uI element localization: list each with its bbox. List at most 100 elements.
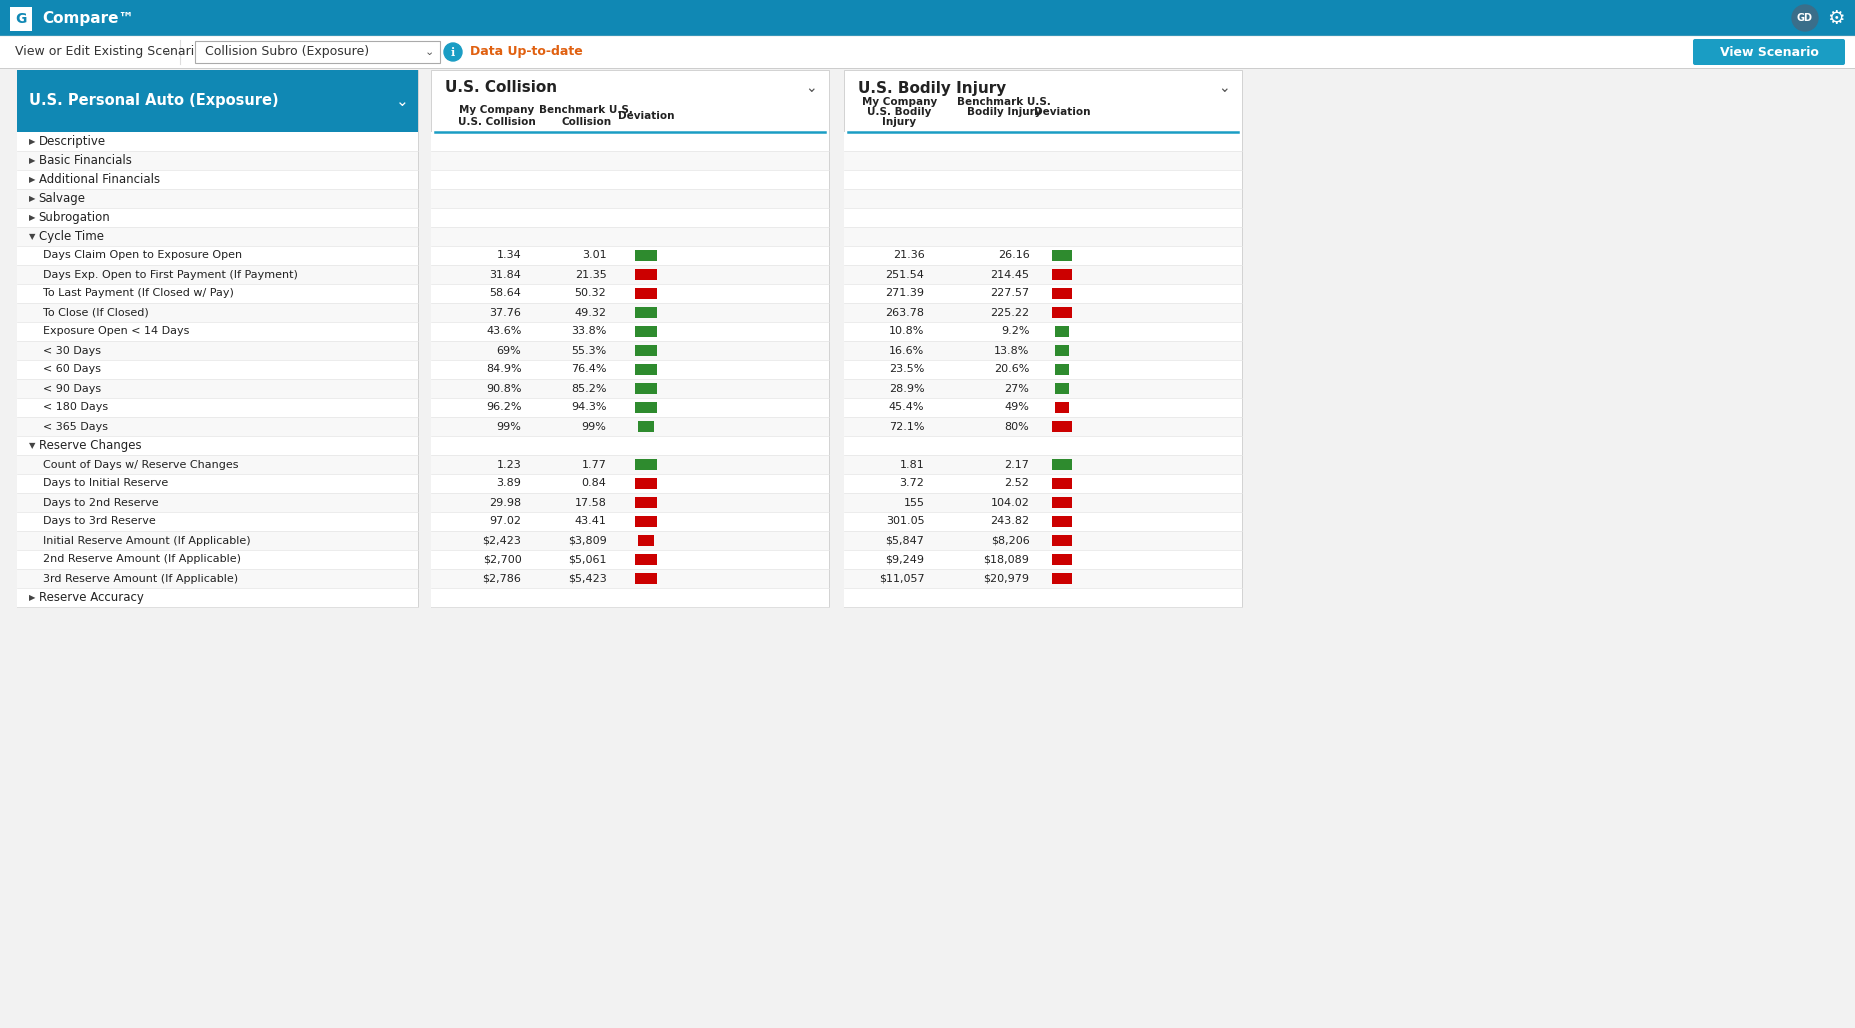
Text: Bodily Injury: Bodily Injury bbox=[966, 107, 1041, 117]
Bar bbox=[17, 208, 417, 227]
Text: 85.2%: 85.2% bbox=[571, 383, 607, 394]
Bar bbox=[844, 227, 1241, 246]
Text: Deviation: Deviation bbox=[618, 111, 673, 121]
Text: 23.5%: 23.5% bbox=[889, 365, 924, 374]
Text: Reserve Changes: Reserve Changes bbox=[39, 439, 141, 452]
Bar bbox=[1052, 516, 1072, 526]
Text: $11,057: $11,057 bbox=[877, 574, 924, 584]
Bar bbox=[17, 455, 417, 474]
Text: $2,700: $2,700 bbox=[482, 554, 521, 564]
Text: 10.8%: 10.8% bbox=[889, 327, 924, 336]
Bar bbox=[17, 417, 417, 436]
Bar bbox=[1052, 250, 1072, 261]
Bar bbox=[1052, 269, 1072, 280]
Bar bbox=[1055, 326, 1068, 337]
Text: 72.1%: 72.1% bbox=[889, 421, 924, 432]
Bar bbox=[1055, 402, 1068, 412]
Text: 301.05: 301.05 bbox=[885, 516, 924, 526]
Bar bbox=[1052, 307, 1072, 318]
Text: View Scenario: View Scenario bbox=[1718, 45, 1818, 59]
Bar bbox=[634, 402, 657, 412]
Text: Days to Initial Reserve: Days to Initial Reserve bbox=[43, 478, 169, 488]
Text: $8,206: $8,206 bbox=[991, 536, 1030, 546]
Text: 155: 155 bbox=[903, 498, 924, 508]
Bar bbox=[17, 550, 417, 570]
Text: 21.36: 21.36 bbox=[892, 251, 924, 260]
Text: G: G bbox=[15, 12, 26, 26]
Text: 1.77: 1.77 bbox=[581, 460, 607, 470]
Text: Subrogation: Subrogation bbox=[39, 211, 111, 224]
Bar bbox=[430, 246, 829, 265]
Bar bbox=[844, 341, 1241, 360]
Bar bbox=[634, 250, 657, 261]
Bar bbox=[17, 227, 417, 246]
Text: 33.8%: 33.8% bbox=[571, 327, 607, 336]
Bar bbox=[844, 208, 1241, 227]
Bar bbox=[1055, 345, 1068, 356]
Bar bbox=[17, 360, 417, 379]
Text: 3.89: 3.89 bbox=[497, 478, 521, 488]
Text: 99%: 99% bbox=[497, 421, 521, 432]
Bar bbox=[430, 151, 829, 170]
Bar bbox=[634, 460, 657, 470]
Text: 243.82: 243.82 bbox=[991, 516, 1030, 526]
Bar bbox=[17, 70, 417, 132]
Text: Benchmark U.S.: Benchmark U.S. bbox=[957, 97, 1050, 107]
Text: 0.84: 0.84 bbox=[581, 478, 607, 488]
FancyBboxPatch shape bbox=[1692, 39, 1844, 65]
Text: 94.3%: 94.3% bbox=[571, 403, 607, 412]
Text: ⌄: ⌄ bbox=[1219, 81, 1230, 95]
FancyBboxPatch shape bbox=[195, 41, 440, 63]
Bar bbox=[17, 570, 417, 588]
Bar bbox=[17, 398, 417, 417]
Bar bbox=[844, 493, 1241, 512]
Bar bbox=[430, 70, 829, 607]
Text: 21.35: 21.35 bbox=[575, 269, 607, 280]
Bar bbox=[634, 326, 657, 337]
Bar bbox=[0, 36, 1855, 68]
Bar bbox=[634, 269, 657, 280]
Text: 2.52: 2.52 bbox=[1004, 478, 1030, 488]
Text: View or Edit Existing Scenario: View or Edit Existing Scenario bbox=[15, 45, 202, 59]
Bar bbox=[1052, 498, 1072, 508]
Text: Days to 2nd Reserve: Days to 2nd Reserve bbox=[43, 498, 158, 508]
Text: 37.76: 37.76 bbox=[490, 307, 521, 318]
Bar bbox=[17, 189, 417, 208]
Text: 1.23: 1.23 bbox=[497, 460, 521, 470]
Bar bbox=[17, 493, 417, 512]
Text: Days Exp. Open to First Payment (If Payment): Days Exp. Open to First Payment (If Paym… bbox=[43, 269, 297, 280]
Bar bbox=[17, 531, 417, 550]
Bar bbox=[430, 132, 829, 151]
Text: 26.16: 26.16 bbox=[998, 251, 1030, 260]
Text: Days to 3rd Reserve: Days to 3rd Reserve bbox=[43, 516, 156, 526]
Bar bbox=[9, 7, 32, 31]
Text: Injury: Injury bbox=[881, 117, 916, 127]
Bar bbox=[1052, 574, 1072, 584]
Text: 90.8%: 90.8% bbox=[486, 383, 521, 394]
Bar bbox=[17, 436, 417, 455]
Bar bbox=[430, 360, 829, 379]
Text: 27%: 27% bbox=[1004, 383, 1030, 394]
Text: 214.45: 214.45 bbox=[991, 269, 1030, 280]
Bar bbox=[430, 208, 829, 227]
Bar bbox=[844, 189, 1241, 208]
Text: $5,423: $5,423 bbox=[568, 574, 607, 584]
Bar bbox=[634, 364, 657, 375]
Bar bbox=[634, 554, 657, 564]
Bar bbox=[430, 474, 829, 493]
Text: ▶: ▶ bbox=[28, 175, 35, 184]
Bar bbox=[17, 303, 417, 322]
Text: < 180 Days: < 180 Days bbox=[43, 403, 108, 412]
Circle shape bbox=[443, 43, 462, 61]
Bar bbox=[1241, 70, 1855, 607]
Bar bbox=[634, 288, 657, 299]
Text: U.S. Bodily Injury: U.S. Bodily Injury bbox=[857, 80, 1005, 96]
Text: 99%: 99% bbox=[581, 421, 607, 432]
Bar bbox=[844, 322, 1241, 341]
Text: 3.72: 3.72 bbox=[900, 478, 924, 488]
Bar bbox=[430, 227, 829, 246]
Text: 271.39: 271.39 bbox=[885, 289, 924, 298]
Bar bbox=[634, 498, 657, 508]
Text: Days Claim Open to Exposure Open: Days Claim Open to Exposure Open bbox=[43, 251, 241, 260]
Text: 31.84: 31.84 bbox=[490, 269, 521, 280]
